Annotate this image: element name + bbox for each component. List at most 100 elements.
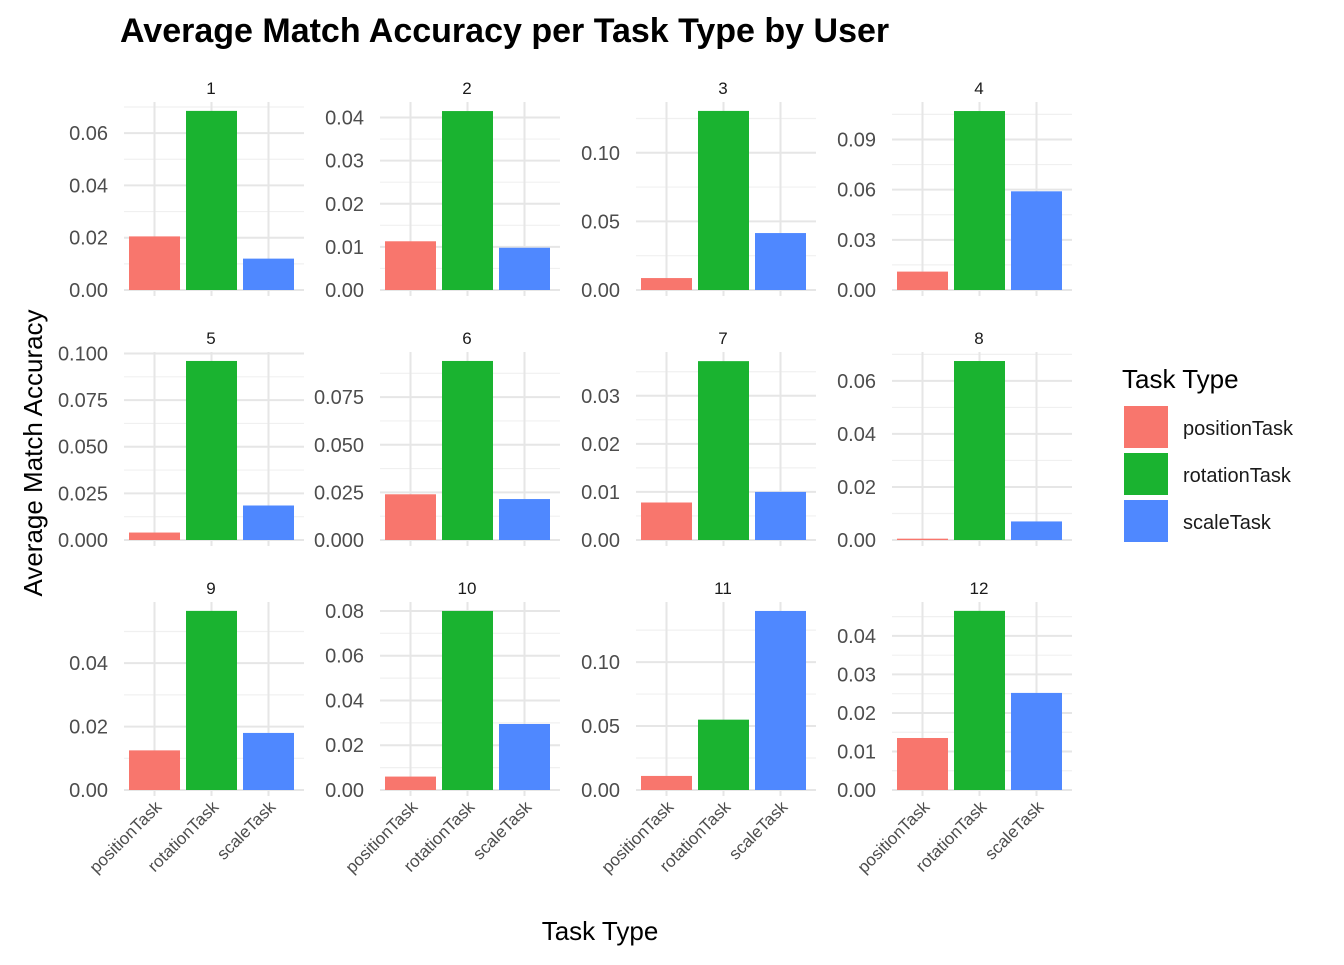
bar-rotationTask xyxy=(442,111,493,290)
facet-label: 5 xyxy=(206,329,215,348)
y-tick-label: 0.00 xyxy=(325,280,364,302)
y-tick-label: 0.05 xyxy=(581,211,620,233)
y-tick-label: 0.02 xyxy=(69,228,108,250)
bar-rotationTask xyxy=(442,360,493,540)
facet-panel: 0.00 0.01 0.02 0.03 0.04 2 xyxy=(325,79,560,302)
y-tick-label: 0.01 xyxy=(581,482,620,504)
bar-rotationTask xyxy=(186,110,237,290)
bar-positionTask xyxy=(129,532,180,540)
y-tick-label: 0.00 xyxy=(837,530,876,552)
bar-scaleTask xyxy=(499,499,550,540)
bar-rotationTask xyxy=(954,111,1005,290)
bar-scaleTask xyxy=(755,233,806,290)
bar-positionTask xyxy=(129,750,180,790)
bar-scaleTask xyxy=(243,258,294,290)
y-tick-label: 0.00 xyxy=(837,280,876,302)
y-tick-label: 0.04 xyxy=(69,653,108,675)
y-tick-label: 0.03 xyxy=(837,664,876,686)
y-tick-label: 0.000 xyxy=(58,530,108,552)
y-axis-title: Average Match Accuracy xyxy=(18,309,48,596)
facet-panel: 0.00 0.02 0.04 0.06 8 xyxy=(837,329,1072,552)
facet-label: 3 xyxy=(718,79,727,98)
y-tick-label: 0.02 xyxy=(837,477,876,499)
y-tick-label: 0.03 xyxy=(325,151,364,173)
y-tick-label: 0.04 xyxy=(69,175,108,197)
chart-title: Average Match Accuracy per Task Type by … xyxy=(120,12,889,50)
facet-label: 6 xyxy=(462,329,471,348)
y-tick-label: 0.00 xyxy=(69,280,108,302)
facet-panel: 0.000.010.020.030.0412positionTaskrotati… xyxy=(837,579,1072,877)
bar-scaleTask xyxy=(755,610,806,790)
facet-panel: 0.00 0.02 0.04 0.06 1 xyxy=(69,79,304,302)
x-tick-label: scaleTask xyxy=(725,797,792,864)
facet-label: 9 xyxy=(206,579,215,598)
y-tick-label: 0.05 xyxy=(581,716,620,738)
facet-panel: 0.00 0.03 0.06 0.09 4 xyxy=(837,79,1072,302)
y-tick-label: 0.04 xyxy=(325,690,364,712)
facet-panel: 0.000.050.1011positionTaskrotationTasksc… xyxy=(581,579,816,877)
y-tick-label: 0.06 xyxy=(837,180,876,202)
y-tick-label: 0.025 xyxy=(58,483,108,505)
bar-positionTask xyxy=(897,538,948,540)
legend-key-rotationTask xyxy=(1124,453,1168,495)
y-tick-label: 0.00 xyxy=(581,530,620,552)
y-tick-label: 0.00 xyxy=(837,780,876,802)
bar-positionTask xyxy=(641,775,692,790)
legend-label: positionTask xyxy=(1183,418,1294,440)
facet-label: 4 xyxy=(974,79,983,98)
y-tick-label: 0.000 xyxy=(314,530,364,552)
facet-panel: 0.00 0.05 0.10 3 xyxy=(581,79,816,302)
facet-panel: 0.000.020.040.060.0810positionTaskrotati… xyxy=(325,579,560,877)
y-tick-label: 0.01 xyxy=(837,741,876,763)
y-tick-label: 0.075 xyxy=(58,390,108,412)
x-axis-title: Task Type xyxy=(542,916,659,946)
bar-scaleTask xyxy=(243,732,294,790)
y-tick-label: 0.03 xyxy=(837,230,876,252)
facet-label: 12 xyxy=(970,579,989,598)
y-tick-label: 0.10 xyxy=(581,652,620,674)
bar-positionTask xyxy=(897,737,948,790)
legend-label: rotationTask xyxy=(1183,465,1292,487)
bar-scaleTask xyxy=(1011,521,1062,540)
bar-scaleTask xyxy=(499,247,550,290)
y-tick-label: 0.050 xyxy=(58,437,108,459)
bar-rotationTask xyxy=(186,610,237,790)
facet-label: 8 xyxy=(974,329,983,348)
x-tick-label: scaleTask xyxy=(469,797,536,864)
x-tick-label: scaleTask xyxy=(213,797,280,864)
y-tick-label: 0.09 xyxy=(837,129,876,151)
bar-scaleTask xyxy=(1011,191,1062,290)
x-tick-label: scaleTask xyxy=(981,797,1048,864)
facet-label: 10 xyxy=(458,579,477,598)
y-tick-label: 0.02 xyxy=(325,735,364,757)
y-tick-label: 0.00 xyxy=(581,280,620,302)
legend-key-positionTask xyxy=(1124,406,1168,448)
y-tick-label: 0.00 xyxy=(69,780,108,802)
legend: Task Type positionTask rotationTask scaleT… xyxy=(1122,364,1294,542)
facet-panels: 0.000.020.040.0610.000.010.020.030.0420.… xyxy=(58,79,1072,877)
y-tick-label: 0.02 xyxy=(69,717,108,739)
bar-rotationTask xyxy=(698,110,749,290)
y-tick-label: 0.04 xyxy=(837,626,876,648)
y-tick-label: 0.06 xyxy=(69,123,108,145)
bar-positionTask xyxy=(385,494,436,540)
bar-scaleTask xyxy=(499,723,550,790)
legend-label: scaleTask xyxy=(1183,512,1272,534)
facet-label: 7 xyxy=(718,329,727,348)
y-tick-label: 0.06 xyxy=(837,371,876,393)
y-tick-label: 0.02 xyxy=(325,194,364,216)
facet-panel: 0.000 0.025 0.050 0.075 0.100 5 xyxy=(58,329,304,552)
bar-positionTask xyxy=(129,236,180,290)
facet-label: 11 xyxy=(714,579,732,598)
facet-panel: 0.00 0.01 0.02 0.03 7 xyxy=(581,329,816,552)
y-tick-label: 0.01 xyxy=(325,237,364,259)
legend-title: Task Type xyxy=(1122,364,1239,394)
y-tick-label: 0.04 xyxy=(325,108,364,130)
y-tick-label: 0.00 xyxy=(581,780,620,802)
facet-panel: 0.000 0.025 0.050 0.075 6 xyxy=(314,329,560,552)
y-tick-label: 0.03 xyxy=(581,386,620,408)
legend-key-scaleTask xyxy=(1124,500,1168,542)
bar-scaleTask xyxy=(243,505,294,540)
bar-positionTask xyxy=(897,271,948,290)
